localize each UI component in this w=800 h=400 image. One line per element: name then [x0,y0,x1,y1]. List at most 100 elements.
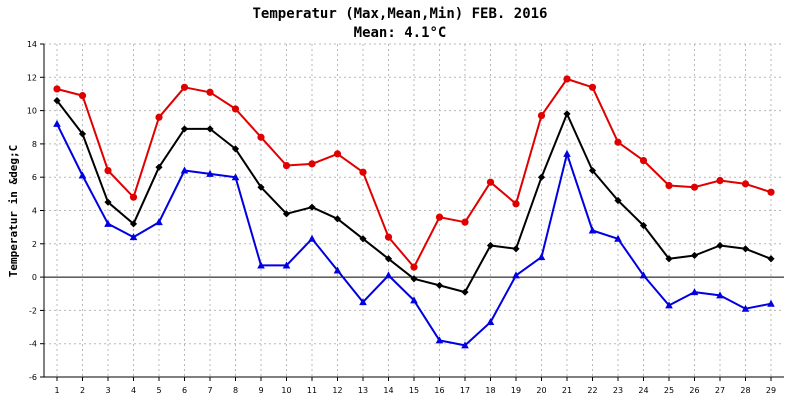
point-min [257,261,265,269]
x-tick-label: 18 [485,386,495,395]
point-max [512,200,520,208]
point-min [716,291,724,299]
grid-layer [44,43,784,377]
point-mean [206,125,214,133]
point-min [282,261,291,269]
x-tick-label: 17 [460,386,470,395]
point-max [129,193,138,201]
y-tick-label: -2 [29,306,37,315]
point-mean [231,145,240,153]
point-min [206,169,214,177]
x-tick-label: 12 [332,386,342,395]
x-tick-label: 28 [740,386,750,395]
x-tick-label: 23 [613,386,623,395]
series-layer [53,75,775,349]
point-min [435,336,444,344]
x-tick-label: 5 [156,386,161,395]
point-min [690,288,699,296]
y-axis-label: Temperatur in &deg;C [7,145,20,277]
point-mean [410,275,418,283]
point-mean [690,251,699,260]
x-tick-label: 6 [182,386,187,395]
series-max [53,75,775,271]
x-tick-label: 24 [638,386,648,395]
x-tick-label: 8 [233,386,238,395]
x-tick-label: 19 [511,386,521,395]
x-tick-label: 14 [383,386,393,395]
series-line-max [56,78,772,269]
point-min [588,226,597,234]
point-max [333,150,342,158]
point-min [537,253,546,261]
point-max [78,92,87,100]
point-max [614,138,622,146]
point-mean [588,166,597,175]
x-tick-label: 1 [54,386,59,395]
point-min [512,271,520,279]
point-mean [537,173,546,181]
point-min [614,234,622,242]
point-mean [486,241,495,250]
point-min [155,218,163,226]
point-min [129,233,138,241]
point-mean [639,221,648,230]
x-tick-label: 2 [80,386,85,395]
point-max [282,161,291,170]
y-tick-label: -4 [29,340,37,349]
point-max [104,166,112,175]
point-mean [53,97,61,105]
point-max [231,105,240,113]
point-mean [716,241,724,250]
point-mean [333,215,342,223]
point-min [308,234,316,242]
x-tick-label: 26 [689,386,699,395]
point-max [665,181,673,190]
point-max [308,160,316,168]
point-max [384,233,393,241]
point-mean [665,255,673,263]
y-tick-label: 12 [27,73,37,82]
point-mean [282,210,291,218]
point-max [257,133,265,141]
x-tick-label: 7 [207,386,212,395]
point-mean [78,130,87,138]
y-tick-label: 0 [32,273,37,282]
point-max [741,180,750,188]
point-max [639,156,648,165]
point-max [53,85,61,93]
point-max [716,176,724,185]
point-mean [614,196,622,205]
x-tick-label: 29 [766,386,776,395]
point-min [104,219,112,227]
point-mean [180,125,189,133]
point-mean [359,235,367,243]
point-max [486,178,495,186]
point-mean [767,255,775,263]
point-min [665,301,673,309]
point-mean [512,245,520,253]
point-mean [308,203,316,211]
x-tick-label: 10 [281,386,291,395]
x-tick-label: 22 [587,386,597,395]
point-mean [129,220,138,228]
point-min [53,119,61,127]
x-tick-label: 11 [307,386,317,395]
point-max [588,83,597,91]
x-tick-label: 3 [105,386,110,395]
x-tick-label: 21 [562,386,572,395]
x-tick-label: 25 [664,386,674,395]
point-mean [435,281,444,290]
point-mean [257,183,265,191]
point-mean [741,245,750,253]
point-min [486,318,495,326]
point-max [359,168,367,176]
point-min [384,271,393,279]
x-tick-label: 9 [258,386,263,395]
point-max [155,113,163,121]
series-mean [53,97,775,296]
point-mean [384,255,393,263]
point-mean [563,110,571,118]
point-min [563,149,571,157]
